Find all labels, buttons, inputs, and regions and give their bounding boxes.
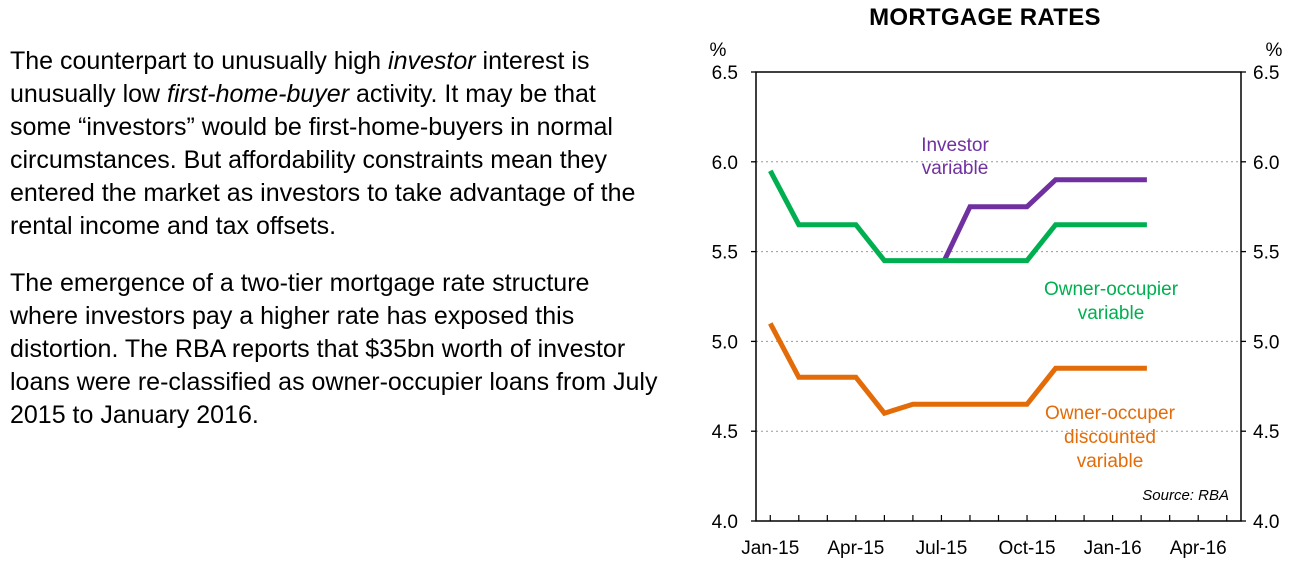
commentary-text: The counterpart to unusually high invest… [10,45,660,456]
series-label-2: variable [1077,451,1144,472]
series-line-1 [768,169,1147,264]
series-line-0 [942,177,1147,262]
y-tick-label-left: 5.0 [712,332,738,353]
series-label-1: Owner-occupier [1044,279,1179,300]
y-unit-left: % [710,40,727,61]
y-tick-label-left: 6.0 [712,153,738,174]
y-tick-label-right: 5.5 [1253,243,1279,264]
p1-text-b: interest is unusually low [10,47,590,108]
y-tick-label-right: 6.5 [1253,63,1279,84]
y-tick-label-left: 4.5 [712,422,738,443]
source-note: Source: RBA [1142,487,1229,504]
y-tick-label-left: 4.0 [712,512,738,533]
series-label-2: Owner-occuper [1045,403,1176,424]
p1-emphasis-first-home-buyer: first-home-buyer [167,80,350,108]
series-label-0: variable [922,158,989,179]
y-tick-label-right: 6.0 [1253,153,1279,174]
p1-emphasis-investor: investor [388,47,476,75]
x-tick-label: Apr-15 [827,538,884,559]
y-tick-label-right: 4.0 [1253,512,1279,533]
p1-text-c: activity. It may be that some “investors… [10,80,636,240]
x-tick-label: Oct-15 [999,538,1056,559]
paragraph-2: The emergence of a two-tier mortgage rat… [10,269,658,429]
series-label-2: discounted [1064,427,1156,448]
paragraph-1: The counterpart to unusually high invest… [10,45,660,243]
mortgage-rates-chart: MORTGAGE RATES 4.0 4.0 4.5 4.5 5.0 5.0 5.5 5.5 6… [660,0,1310,562]
y-tick-label-left: 6.5 [712,63,738,84]
series-line-2 [768,322,1147,417]
series-label-1: variable [1078,303,1145,324]
x-tick-label: Jan-16 [1084,538,1142,559]
x-tick-label: Apr-16 [1170,538,1227,559]
y-tick-label-right: 4.5 [1253,422,1279,443]
y-unit-right: % [1266,40,1283,61]
p1-text-a: The counterpart to unusually high [10,47,389,75]
chart-canvas: 4.0 4.0 4.5 4.5 5.0 5.0 5.5 5.5 6.0 6.0 6.5 6.5% % Ja… [710,40,1283,559]
chart-title: MORTGAGE RATES [869,4,1101,31]
y-tick-label-right: 5.0 [1253,332,1279,353]
y-tick-label-left: 5.5 [712,243,738,264]
x-tick-label: Jul-15 [916,538,968,559]
x-tick-label: Jan-15 [741,538,799,559]
series-label-0: Investor [921,135,989,156]
